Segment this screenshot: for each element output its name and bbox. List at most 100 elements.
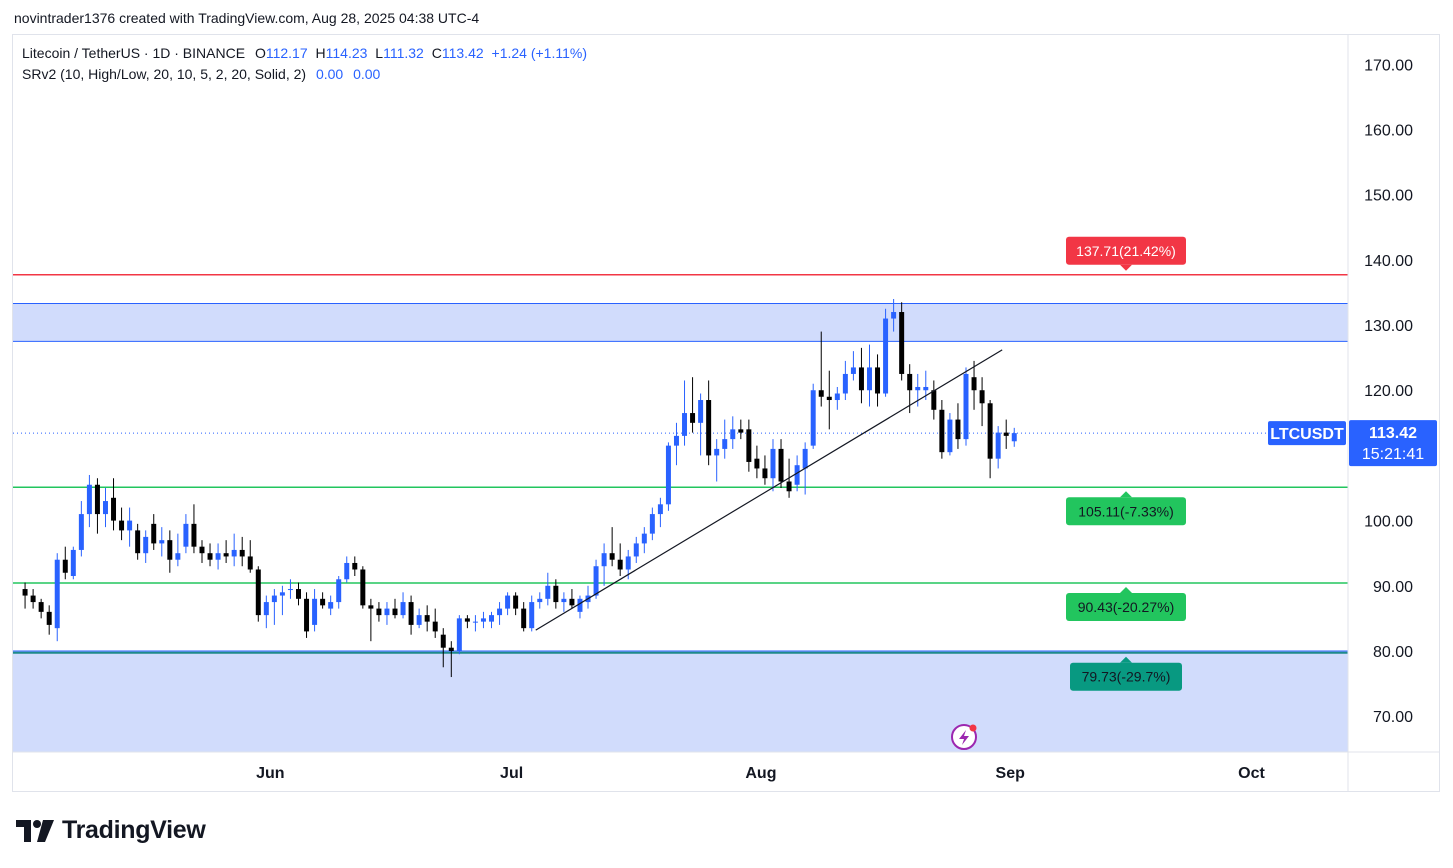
candle-body [907,373,913,391]
candle-body [891,312,897,319]
indicator-title[interactable]: SRv2 (10, High/Low, 20, 10, 5, 2, 20, So… [22,66,307,82]
lightning-icon[interactable] [951,724,977,750]
candle-body [119,520,125,531]
price-tag-value: 113.42 [1369,425,1417,442]
candle [30,589,36,609]
candle [641,527,647,554]
candle-body [593,566,599,596]
candle [94,478,100,534]
candle-body [231,549,237,557]
candle [255,566,261,622]
candle [489,611,495,629]
candle-body [215,553,221,560]
candle-body [995,432,1001,459]
candle [336,576,342,609]
level-label-2[interactable]: 105.11(-7.33%) [1066,491,1186,526]
symbol-tag-text: LTCUSDT [1270,426,1344,443]
candle [673,422,679,466]
candle-body [915,386,921,391]
candle [955,403,961,449]
candle-body [191,523,197,547]
candle-body [472,621,478,623]
candle-body [344,562,350,580]
levels-layer [13,274,1348,654]
candle [352,556,358,577]
candle-body [665,445,671,505]
candle [312,589,318,632]
trendline [535,349,1003,631]
symbol-tag: LTCUSDT [1268,421,1346,446]
level-label-1[interactable]: 137.71(21.42%) [1066,236,1186,271]
candle [54,553,60,642]
candle [738,419,744,440]
candle-body [545,585,551,599]
sr-zone-1 [13,303,1348,342]
candle [979,377,985,427]
candle [657,497,663,528]
candle-body [432,621,438,632]
candle-body [786,481,792,492]
candle-body [746,429,752,462]
low-label: L [375,45,384,61]
candle-body [633,543,639,557]
candle [231,533,237,567]
candle [119,507,125,541]
candle-body [899,312,905,374]
candle-body [143,536,149,554]
candle [1011,427,1017,447]
level-label-pointer [1120,586,1132,593]
candle [858,347,864,404]
candle-body [159,540,165,544]
y-tick-label: 120.00 [1364,383,1413,400]
candle-body [183,523,189,547]
candle-body [424,615,430,622]
candle [408,595,414,635]
candle [513,592,519,616]
candle [38,598,44,619]
candle-body [94,484,100,515]
candle-body [376,608,382,616]
candle-body [521,608,527,629]
candle [207,543,213,567]
trend-layer [535,349,1003,631]
level-label-4[interactable]: 79.73(-29.7%) [1070,656,1182,691]
y-tick-label: 100.00 [1364,514,1413,531]
close-value: 113.42 [441,45,484,61]
candle [746,419,752,472]
candle [432,608,438,638]
candle-body [875,367,881,394]
price-tag-box [1349,420,1437,467]
candle-body [271,595,277,603]
candle-body [858,367,864,391]
y-tick-label: 140.00 [1364,253,1413,270]
candle-body [569,598,575,606]
candle-body [448,647,454,651]
tradingview-logo[interactable]: TradingView [16,816,206,845]
x-tick-label: Jun [256,765,284,782]
level-label-text: 90.43(-20.27%) [1078,599,1175,615]
candle-body [62,559,68,573]
candle [440,628,446,668]
candle [287,579,293,599]
candle [86,474,92,528]
candle [665,442,671,511]
candle [384,602,390,625]
candle-body [971,377,977,391]
candle [698,393,704,456]
candle-body [698,400,704,423]
candle-body [296,589,301,599]
candle-body [850,367,856,374]
candle [649,507,655,541]
candle-body [497,608,503,616]
candle-body [135,530,141,554]
symbol-title[interactable]: Litecoin / TetherUS · 1D · BINANCE [22,45,246,61]
candle [971,360,977,410]
level-label-text: 137.71(21.42%) [1076,243,1176,259]
level-label-3[interactable]: 90.43(-20.27%) [1066,586,1186,621]
candle-body [480,618,486,622]
y-tick-label: 130.00 [1364,318,1413,335]
candle-body [46,611,52,625]
level-label-box [1066,236,1186,265]
candle [690,377,696,433]
